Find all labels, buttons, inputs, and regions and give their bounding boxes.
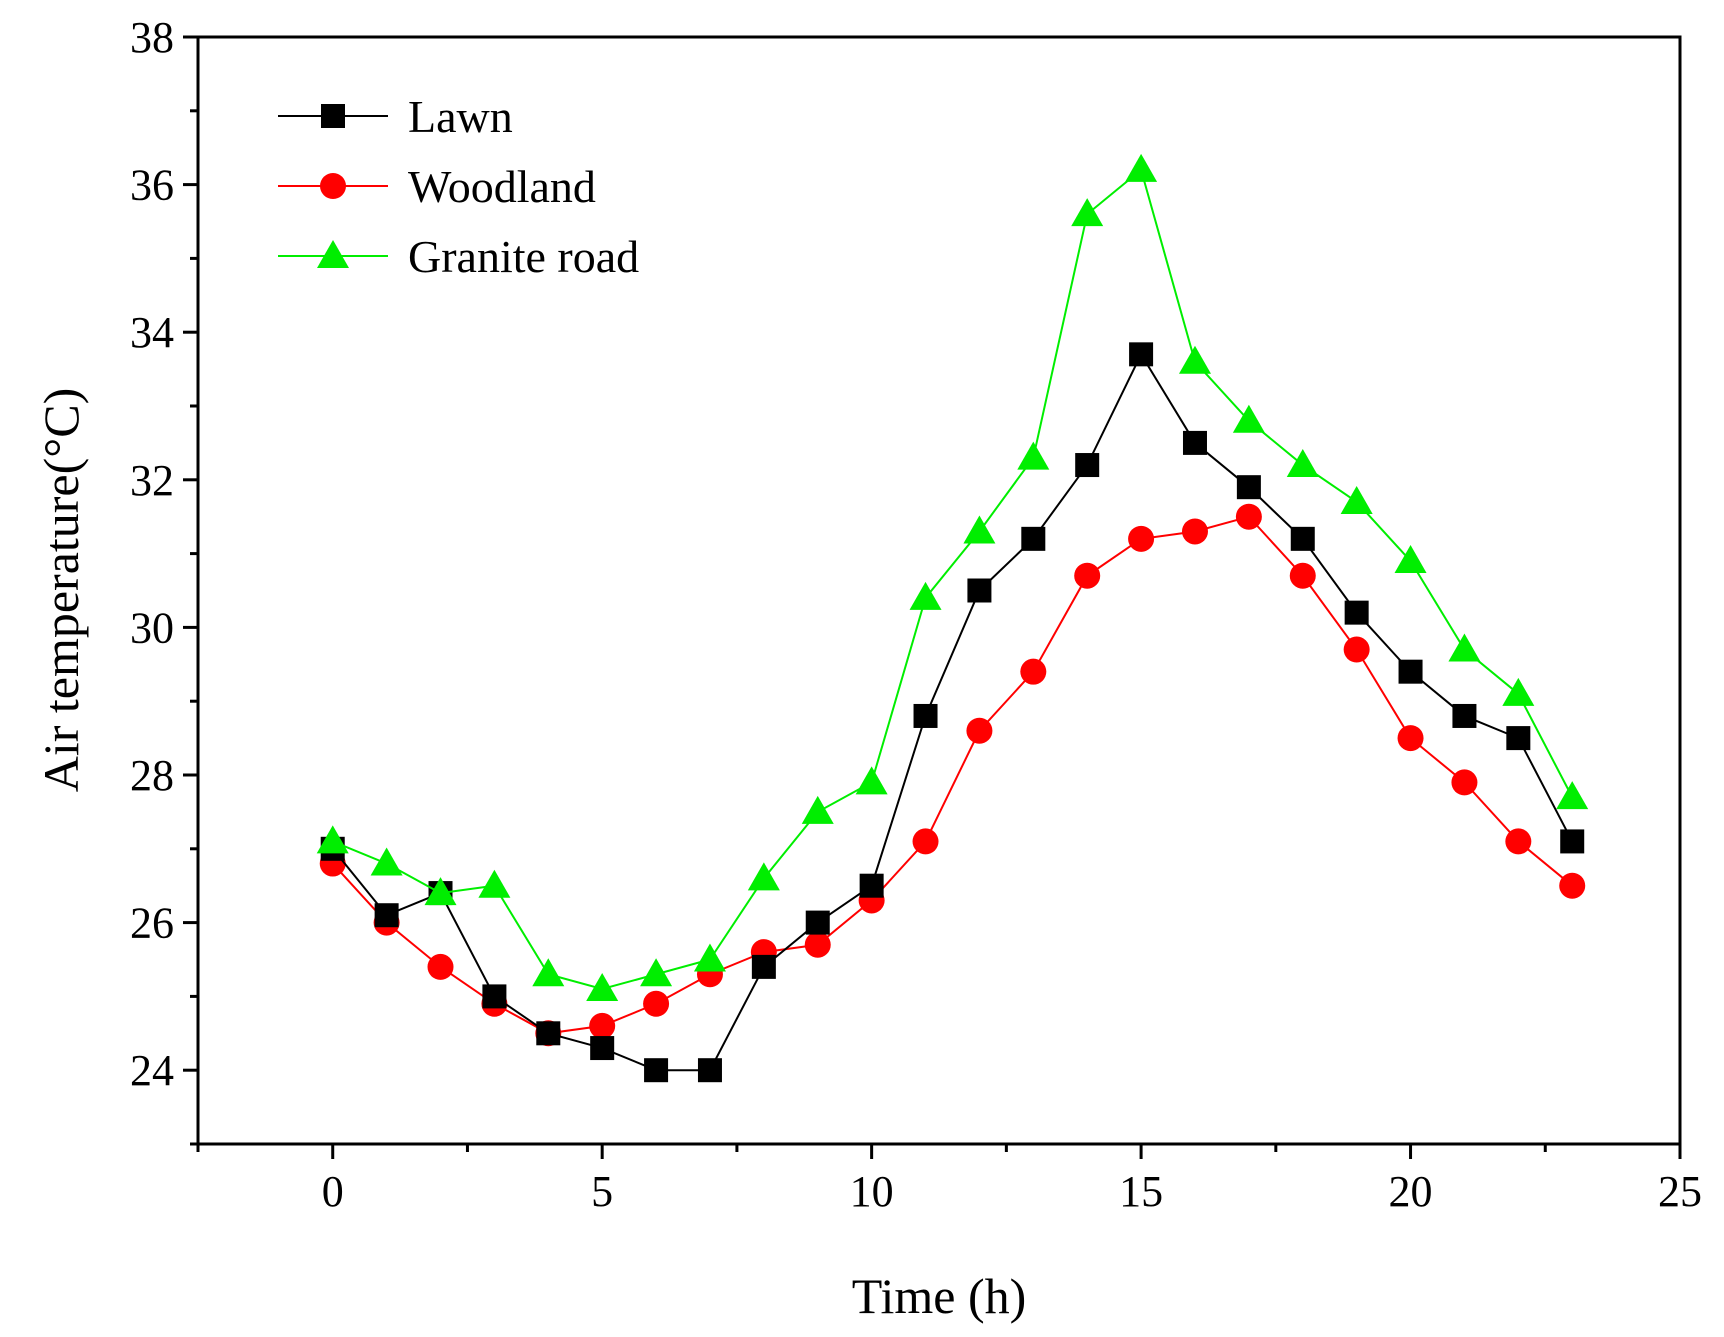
data-point-granite-road bbox=[1502, 677, 1535, 706]
data-point-woodland bbox=[589, 1012, 616, 1039]
data-point-woodland bbox=[1020, 658, 1047, 685]
data-point-woodland bbox=[1559, 872, 1586, 899]
data-point-lawn bbox=[536, 1021, 561, 1046]
data-point-granite-road bbox=[1286, 449, 1319, 478]
data-point-granite-road bbox=[1448, 633, 1481, 662]
data-point-lawn bbox=[1182, 430, 1207, 455]
data-point-granite-road bbox=[370, 847, 403, 876]
data-point-lawn bbox=[1506, 726, 1531, 751]
y-tick-label: 28 bbox=[130, 751, 174, 800]
data-point-woodland bbox=[643, 990, 670, 1017]
data-point-lawn bbox=[1452, 703, 1477, 728]
data-point-granite-road bbox=[424, 877, 457, 906]
x-tick-label: 10 bbox=[850, 1167, 894, 1216]
data-point-lawn bbox=[1344, 600, 1369, 625]
data-point-lawn bbox=[1398, 659, 1423, 684]
data-point-lawn bbox=[644, 1058, 669, 1083]
data-point-granite-road bbox=[855, 766, 888, 795]
data-point-lawn bbox=[1560, 829, 1585, 854]
y-tick-label: 30 bbox=[130, 603, 174, 652]
data-point-granite-road bbox=[316, 825, 349, 854]
data-point-granite-road bbox=[693, 943, 726, 972]
data-point-lawn bbox=[967, 578, 992, 603]
data-point-granite-road bbox=[1178, 345, 1211, 374]
data-point-granite-road bbox=[532, 958, 565, 987]
plot-frame bbox=[196, 35, 1682, 1146]
data-point-granite-road bbox=[478, 869, 511, 898]
x-axis-title: Time (h) bbox=[852, 1268, 1027, 1324]
data-point-granite-road bbox=[1017, 441, 1050, 470]
data-point-granite-road bbox=[801, 795, 834, 824]
data-point-woodland bbox=[804, 931, 831, 958]
data-point-woodland bbox=[966, 717, 993, 744]
data-point-granite-road bbox=[909, 581, 942, 610]
legend: Lawn Woodland Granite road bbox=[278, 91, 639, 282]
data-point-woodland bbox=[1235, 503, 1262, 530]
y-tick-label: 32 bbox=[130, 456, 174, 505]
data-point-woodland bbox=[912, 828, 939, 855]
y-tick-label: 26 bbox=[130, 899, 174, 948]
data-point-lawn bbox=[1129, 342, 1154, 367]
data-point-lawn bbox=[482, 984, 507, 1009]
series-line-granite-road bbox=[332, 168, 1574, 991]
legend-label-granite-road: Granite road bbox=[408, 231, 639, 282]
data-point-woodland bbox=[1451, 769, 1478, 796]
x-tick-label: 20 bbox=[1389, 1167, 1433, 1216]
legend-marker-lawn bbox=[321, 104, 345, 128]
legend-item-lawn: Lawn bbox=[278, 91, 513, 142]
data-point-granite-road bbox=[963, 515, 996, 544]
series-woodland bbox=[319, 503, 1586, 1047]
data-point-woodland bbox=[1074, 562, 1101, 589]
data-point-lawn bbox=[590, 1036, 615, 1061]
data-point-granite-road bbox=[747, 862, 780, 891]
data-point-woodland bbox=[1181, 518, 1208, 545]
x-tick-label: 25 bbox=[1658, 1167, 1702, 1216]
data-point-granite-road bbox=[1232, 404, 1265, 433]
y-axis-title: Air temperature(°C) bbox=[33, 388, 89, 793]
data-point-granite-road bbox=[1394, 544, 1427, 573]
series-layer bbox=[316, 153, 1589, 1083]
legend-item-woodland: Woodland bbox=[278, 161, 596, 212]
y-tick-label: 34 bbox=[130, 308, 174, 357]
legend-item-granite-road: Granite road bbox=[278, 231, 639, 282]
data-point-lawn bbox=[805, 910, 830, 935]
data-point-woodland bbox=[1289, 562, 1316, 589]
x-tick-label: 0 bbox=[322, 1167, 344, 1216]
data-point-lawn bbox=[1236, 475, 1261, 500]
data-point-granite-road bbox=[1340, 485, 1373, 514]
legend-label-woodland: Woodland bbox=[408, 161, 596, 212]
y-tick-label: 36 bbox=[130, 161, 174, 210]
y-tick-label: 24 bbox=[130, 1046, 174, 1095]
legend-marker-granite-road bbox=[317, 240, 349, 268]
legend-label-lawn: Lawn bbox=[408, 91, 513, 142]
legend-marker-woodland bbox=[320, 173, 346, 199]
data-point-woodland bbox=[1343, 636, 1370, 663]
series-granite-road bbox=[316, 153, 1589, 1002]
axes: 0 5 10 15 20 25 24 26 28 30 32 34 36 38 bbox=[130, 13, 1702, 1216]
data-point-lawn bbox=[751, 954, 776, 979]
data-point-lawn bbox=[374, 903, 399, 928]
x-tick-label: 5 bbox=[591, 1167, 613, 1216]
data-point-lawn bbox=[859, 873, 884, 898]
data-point-lawn bbox=[697, 1058, 722, 1083]
x-tick-label: 15 bbox=[1119, 1167, 1163, 1216]
data-point-granite-road bbox=[1556, 781, 1589, 810]
series-line-lawn bbox=[331, 352, 1574, 1072]
data-point-granite-road bbox=[1125, 153, 1158, 182]
data-point-lawn bbox=[1290, 526, 1315, 551]
data-point-lawn bbox=[1075, 453, 1100, 478]
data-point-lawn bbox=[913, 703, 938, 728]
data-point-woodland bbox=[1505, 828, 1532, 855]
data-point-granite-road bbox=[640, 958, 673, 987]
data-point-woodland bbox=[1397, 725, 1424, 752]
data-point-granite-road bbox=[586, 973, 619, 1002]
y-tick-label: 38 bbox=[130, 13, 174, 62]
data-point-woodland bbox=[1128, 525, 1155, 552]
data-point-granite-road bbox=[1071, 198, 1104, 227]
data-point-woodland bbox=[427, 953, 454, 980]
data-point-lawn bbox=[1021, 526, 1046, 551]
series-line-woodland bbox=[331, 515, 1573, 1035]
